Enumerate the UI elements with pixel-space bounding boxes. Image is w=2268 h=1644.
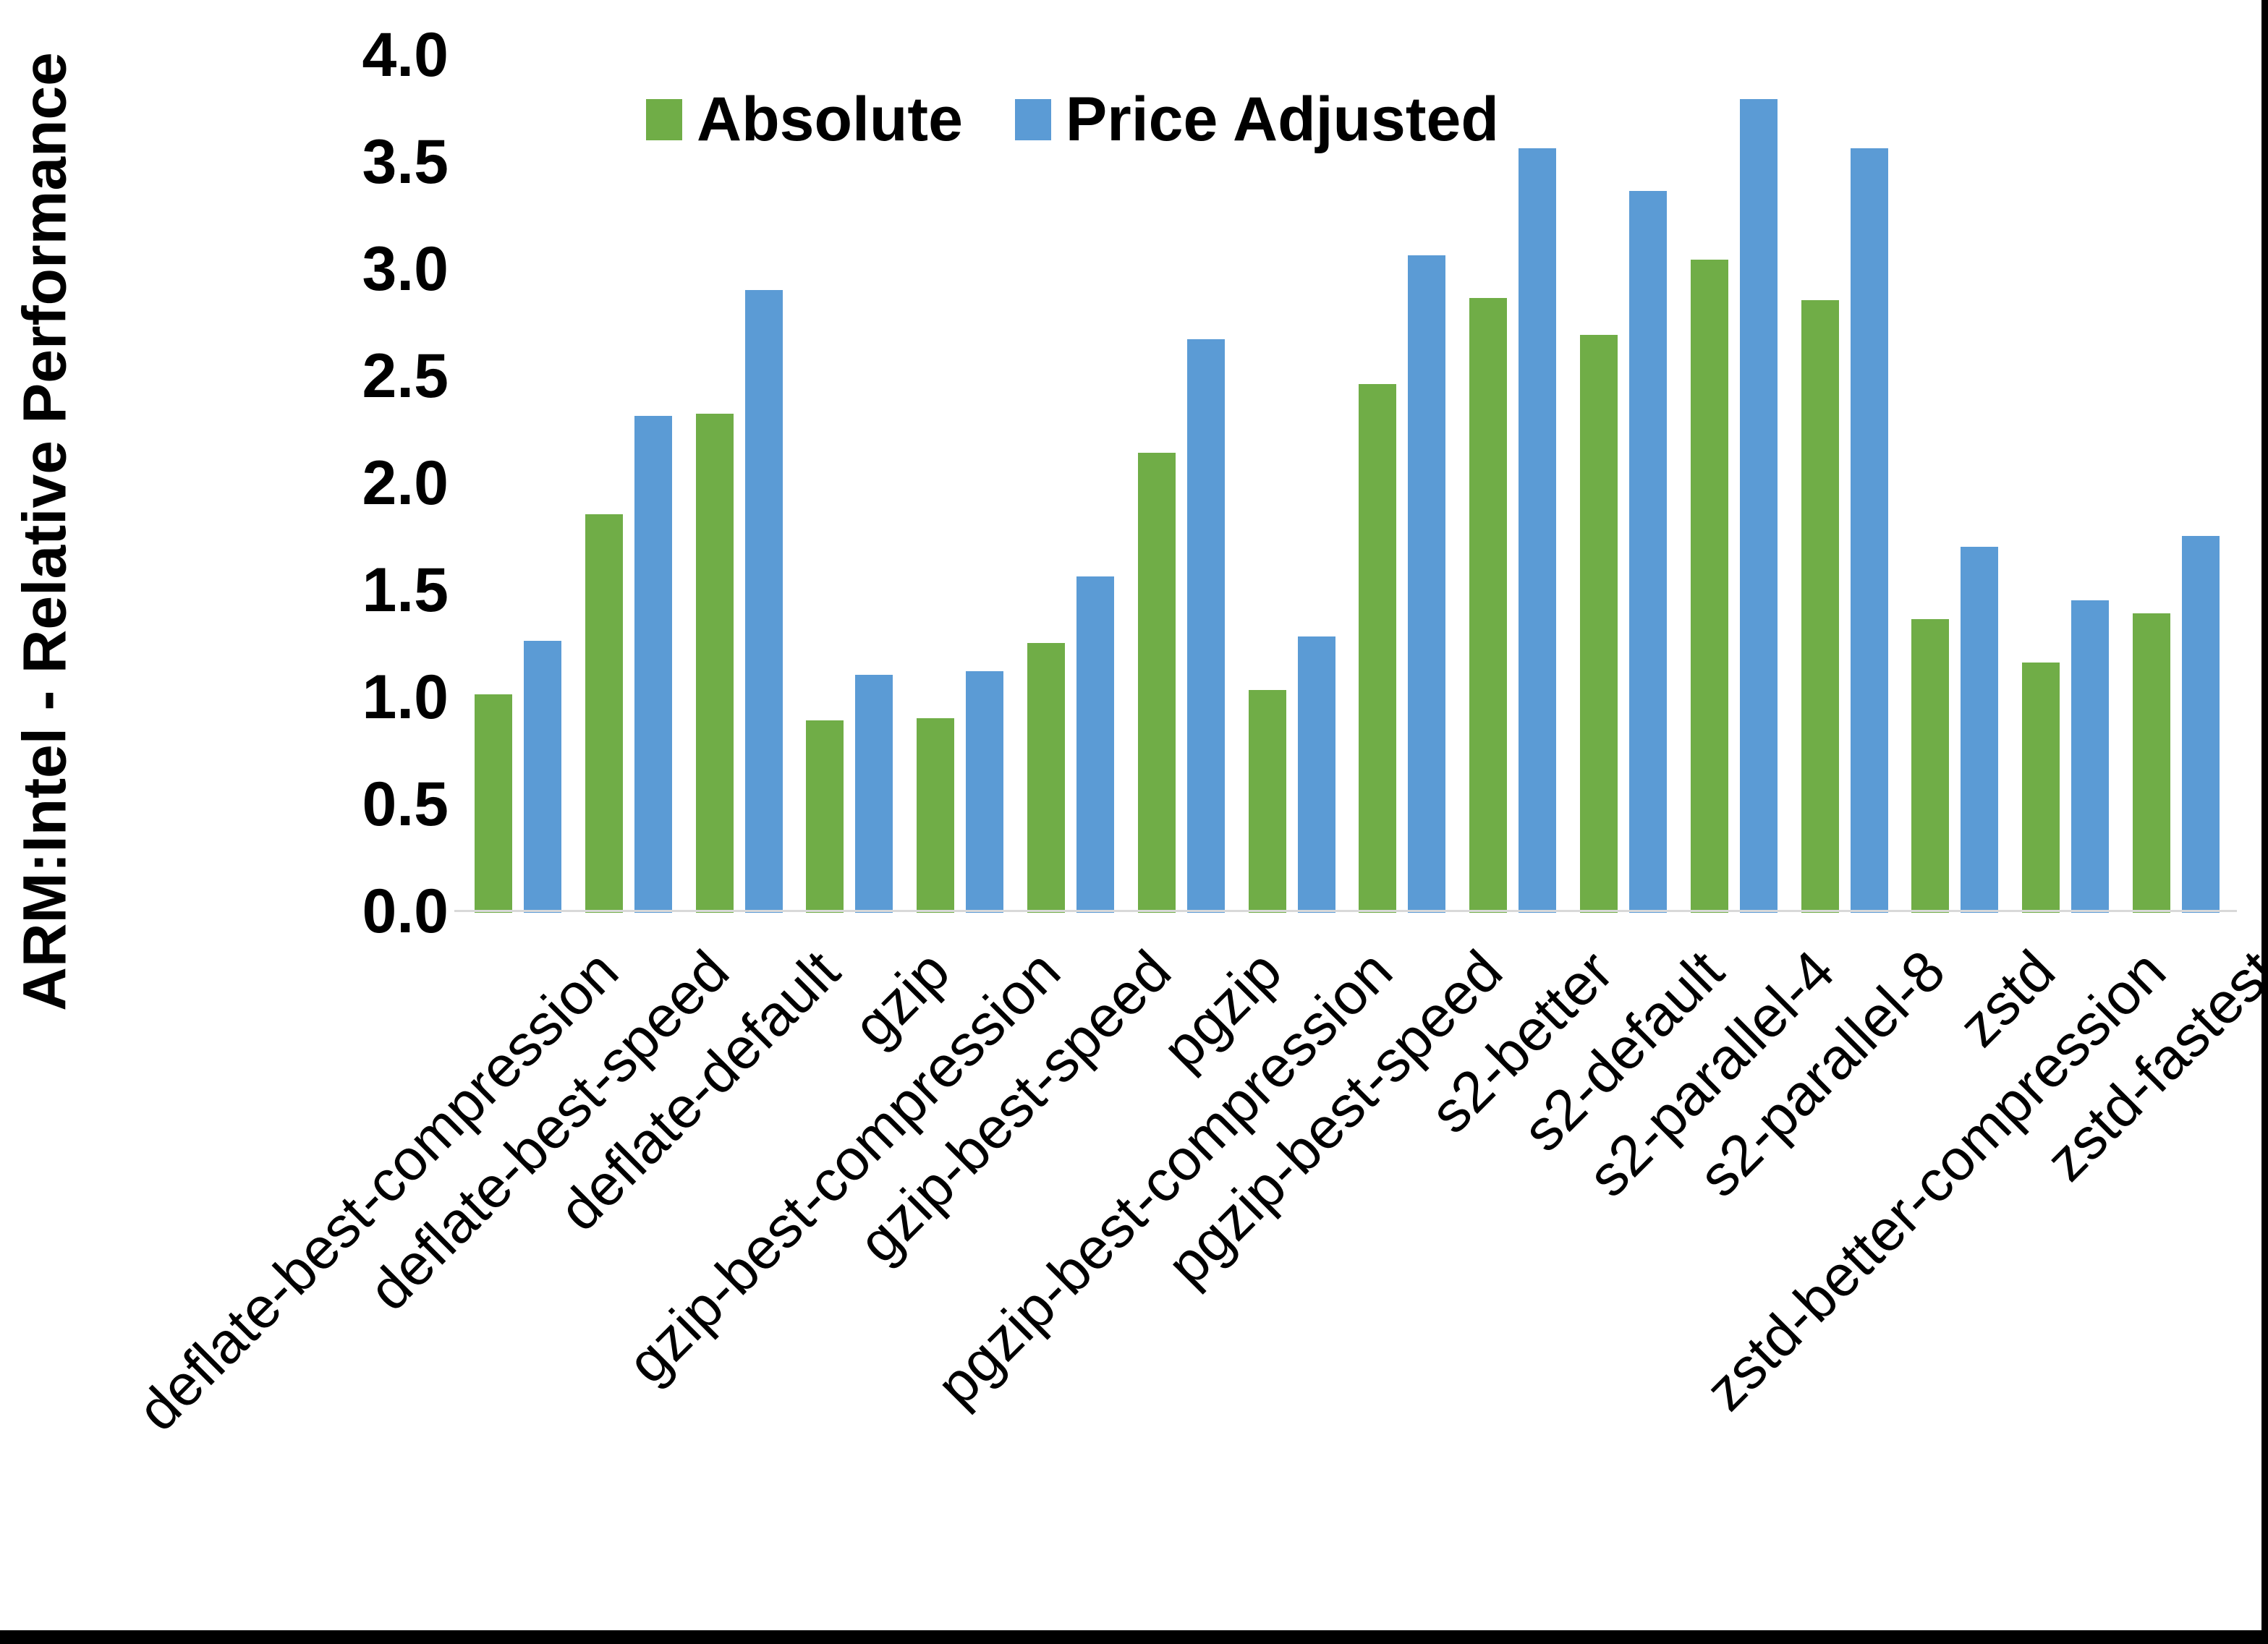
bar-price-adjusted-deflate-best-compression — [524, 641, 561, 913]
frame-border-bottom — [0, 1630, 2268, 1644]
bar-absolute-s2-default — [1580, 335, 1618, 913]
bar-price-adjusted-s2-default — [1629, 191, 1667, 913]
bar-absolute-gzip-best-compression — [917, 718, 954, 913]
y-tick-label-1.5: 1.5 — [362, 555, 449, 625]
x-axis-line — [454, 910, 2237, 912]
y-axis-title: ARM:Intel - Relative Performance — [10, 52, 79, 1011]
bar-price-adjusted-zstd — [1961, 547, 1998, 913]
bar-price-adjusted-s2-parallel-8 — [1851, 148, 1888, 913]
bar-absolute-pgzip-best-compression — [1249, 690, 1286, 913]
bar-price-adjusted-s2-better — [1519, 148, 1556, 913]
bar-price-adjusted-deflate-default — [745, 290, 783, 913]
bar-price-adjusted-s2-parallel-4 — [1740, 99, 1778, 913]
bar-absolute-s2-parallel-8 — [1801, 300, 1839, 913]
bar-price-adjusted-pgzip-best-compression — [1298, 636, 1335, 913]
y-tick-label-3.5: 3.5 — [362, 127, 449, 197]
y-tick-label-0.5: 0.5 — [362, 770, 449, 839]
bar-absolute-deflate-best-speed — [585, 514, 623, 913]
bar-absolute-zstd — [1911, 619, 1949, 913]
bar-price-adjusted-pgzip — [1187, 339, 1225, 913]
bar-absolute-s2-better — [1469, 298, 1507, 913]
bar-price-adjusted-deflate-best-speed — [634, 416, 672, 913]
y-tick-label-1.0: 1.0 — [362, 663, 449, 732]
bar-price-adjusted-zstd-fastest — [2182, 536, 2220, 913]
y-tick-label-0.0: 0.0 — [362, 877, 449, 946]
bar-absolute-zstd-better-compression — [2022, 663, 2060, 913]
bar-absolute-pgzip — [1138, 453, 1176, 913]
legend-item-absolute: Absolute — [646, 88, 963, 150]
bar-price-adjusted-gzip — [855, 675, 893, 913]
bar-price-adjusted-gzip-best-compression — [966, 671, 1003, 913]
frame-border-right — [2261, 0, 2268, 1644]
bar-absolute-pgzip-best-speed — [1359, 384, 1396, 913]
y-tick-label-3.0: 3.0 — [362, 234, 449, 304]
bar-absolute-s2-parallel-4 — [1691, 260, 1728, 913]
bar-absolute-gzip — [806, 720, 844, 913]
legend-item-price-adjusted: Price Adjusted — [1014, 85, 1499, 154]
bar-price-adjusted-gzip-best-speed — [1076, 576, 1114, 913]
y-tick-label-2.0: 2.0 — [362, 448, 449, 518]
bar-absolute-zstd-fastest — [2133, 613, 2170, 913]
bar-absolute-deflate-best-compression — [475, 694, 512, 913]
bar-price-adjusted-zstd-better-compression — [2071, 600, 2109, 913]
legend-label-absolute: Absolute — [697, 85, 963, 154]
legend-marker-price-adjusted — [1014, 98, 1051, 140]
y-tick-label-2.5: 2.5 — [362, 341, 449, 411]
legend: Absolute Price Adjusted — [646, 88, 1499, 150]
legend-marker-absolute — [646, 98, 682, 140]
legend-label-price-adjusted: Price Adjusted — [1065, 85, 1499, 154]
bar-absolute-deflate-default — [696, 414, 734, 913]
plot-area — [463, 56, 2237, 913]
bar-price-adjusted-pgzip-best-speed — [1408, 255, 1445, 913]
y-tick-label-4.0: 4.0 — [362, 20, 449, 90]
bar-absolute-gzip-best-speed — [1027, 643, 1065, 913]
